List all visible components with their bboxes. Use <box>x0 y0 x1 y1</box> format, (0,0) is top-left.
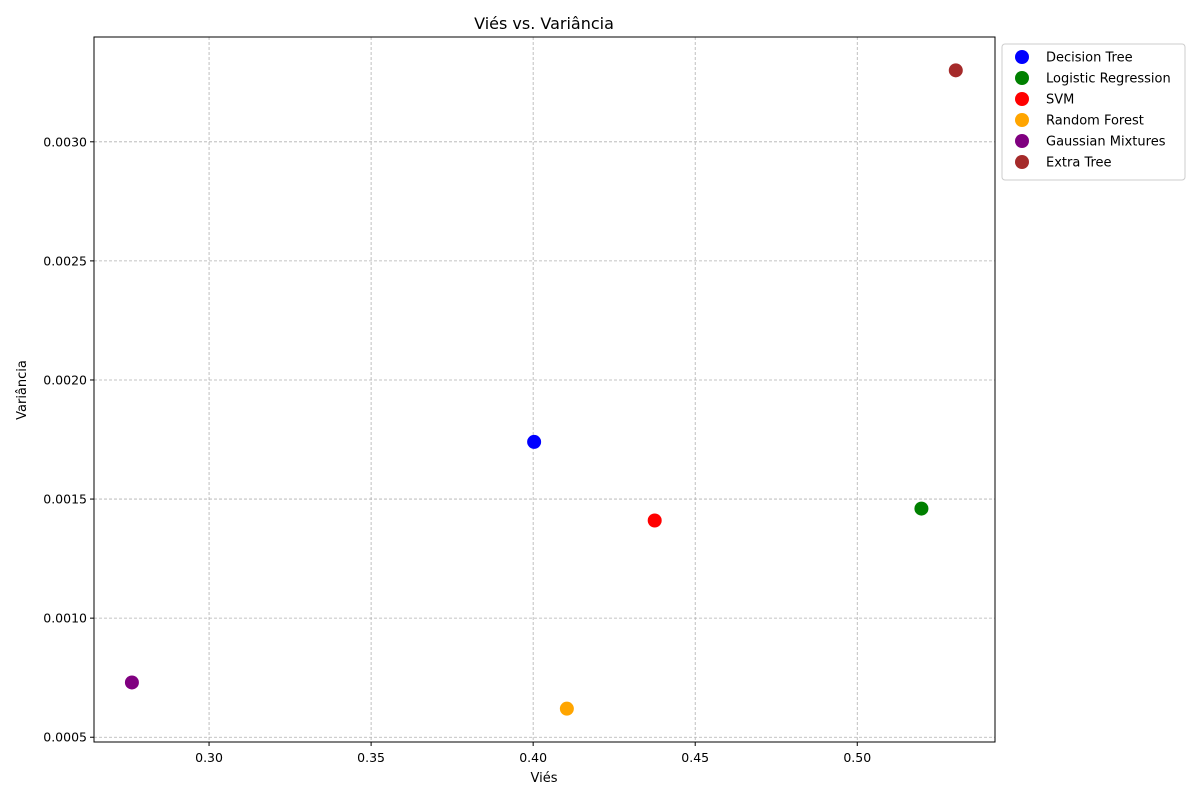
legend-label: Logistic Regression <box>1046 72 1171 87</box>
data-point-decision-tree <box>527 434 542 449</box>
legend-marker <box>1015 92 1029 106</box>
x-tick-label: 0.50 <box>843 750 871 765</box>
x-tick-label: 0.40 <box>519 750 547 765</box>
legend-label: Random Forest <box>1046 114 1144 129</box>
data-point-random-forest <box>559 701 574 716</box>
legend-label: Extra Tree <box>1046 156 1112 171</box>
legend-marker <box>1015 71 1029 85</box>
x-tick-label: 0.45 <box>681 750 709 765</box>
data-point-logistic-regression <box>914 501 929 516</box>
plot-area-frame <box>93 36 996 743</box>
legend-marker <box>1015 155 1029 169</box>
x-tick-label: 0.30 <box>195 750 223 765</box>
data-points <box>124 63 963 716</box>
y-tick-label: 0.0020 <box>43 372 87 387</box>
x-axis-label: Viés <box>531 771 558 786</box>
y-tick-label: 0.0010 <box>43 611 87 626</box>
data-point-gaussian-mixtures <box>124 675 139 690</box>
legend-box <box>1001 43 1186 181</box>
data-point-svm <box>647 513 662 528</box>
legend-label: Decision Tree <box>1046 51 1133 66</box>
legend-marker <box>1015 134 1029 148</box>
y-tick-label: 0.0005 <box>43 730 87 745</box>
y-tick-label: 0.0025 <box>43 253 87 268</box>
legend-marker <box>1015 50 1029 64</box>
data-point-extra-tree <box>948 63 963 78</box>
y-tick-label: 0.0030 <box>43 134 87 149</box>
x-tick-label: 0.35 <box>357 750 385 765</box>
x-axis-ticks: 0.30 0.35 0.40 0.45 0.50 <box>195 742 871 765</box>
grid <box>94 37 995 742</box>
legend-marker <box>1015 113 1029 127</box>
y-tick-label: 0.0015 <box>43 492 87 507</box>
legend: Decision Tree Logistic Regression SVM Rando… <box>1001 43 1186 181</box>
legend-label: SVM <box>1046 93 1074 108</box>
y-axis-label: Variância <box>15 360 30 420</box>
chart-title: Viés vs. Variância <box>474 14 614 33</box>
legend-label: Gaussian Mixtures <box>1046 135 1166 150</box>
y-axis-ticks: 0.0005 0.0010 0.0015 0.0020 0.0025 0.0030 <box>43 134 94 745</box>
